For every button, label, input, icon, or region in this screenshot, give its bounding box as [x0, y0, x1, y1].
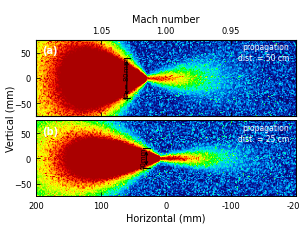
- Text: $\Delta$h = 80mm: $\Delta$h = 80mm: [122, 57, 130, 100]
- X-axis label: Horizontal (mm): Horizontal (mm): [126, 213, 206, 223]
- X-axis label: Mach number: Mach number: [132, 15, 200, 25]
- Text: (b): (b): [42, 126, 58, 136]
- Text: Vertical (mm): Vertical (mm): [5, 85, 16, 151]
- Text: propagation
dist. = 25 cm: propagation dist. = 25 cm: [238, 123, 289, 143]
- Text: 40mm: 40mm: [141, 148, 147, 170]
- Text: propagation
dist. = 50 cm: propagation dist. = 50 cm: [238, 43, 289, 63]
- Text: (a): (a): [42, 46, 57, 56]
